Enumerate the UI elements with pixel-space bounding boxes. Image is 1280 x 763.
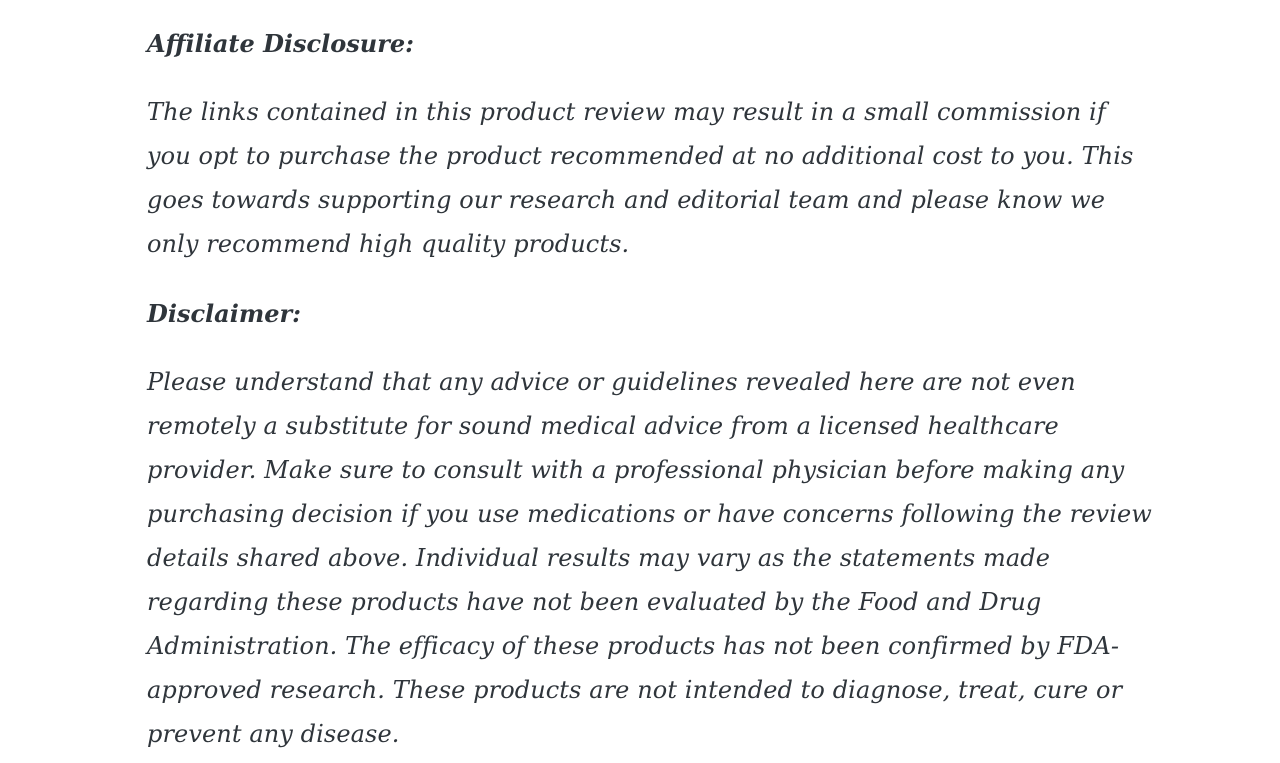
disclosure-content-area: Affiliate Disclosure: The links containe… — [147, 0, 1152, 763]
disclaimer-text: Please understand that any advice or gui… — [147, 368, 1152, 748]
affiliate-disclosure-heading: Affiliate Disclosure: — [147, 29, 414, 58]
affiliate-disclosure-text: The links contained in this product revi… — [147, 98, 1134, 258]
disclaimer-heading: Disclaimer: — [147, 299, 302, 328]
